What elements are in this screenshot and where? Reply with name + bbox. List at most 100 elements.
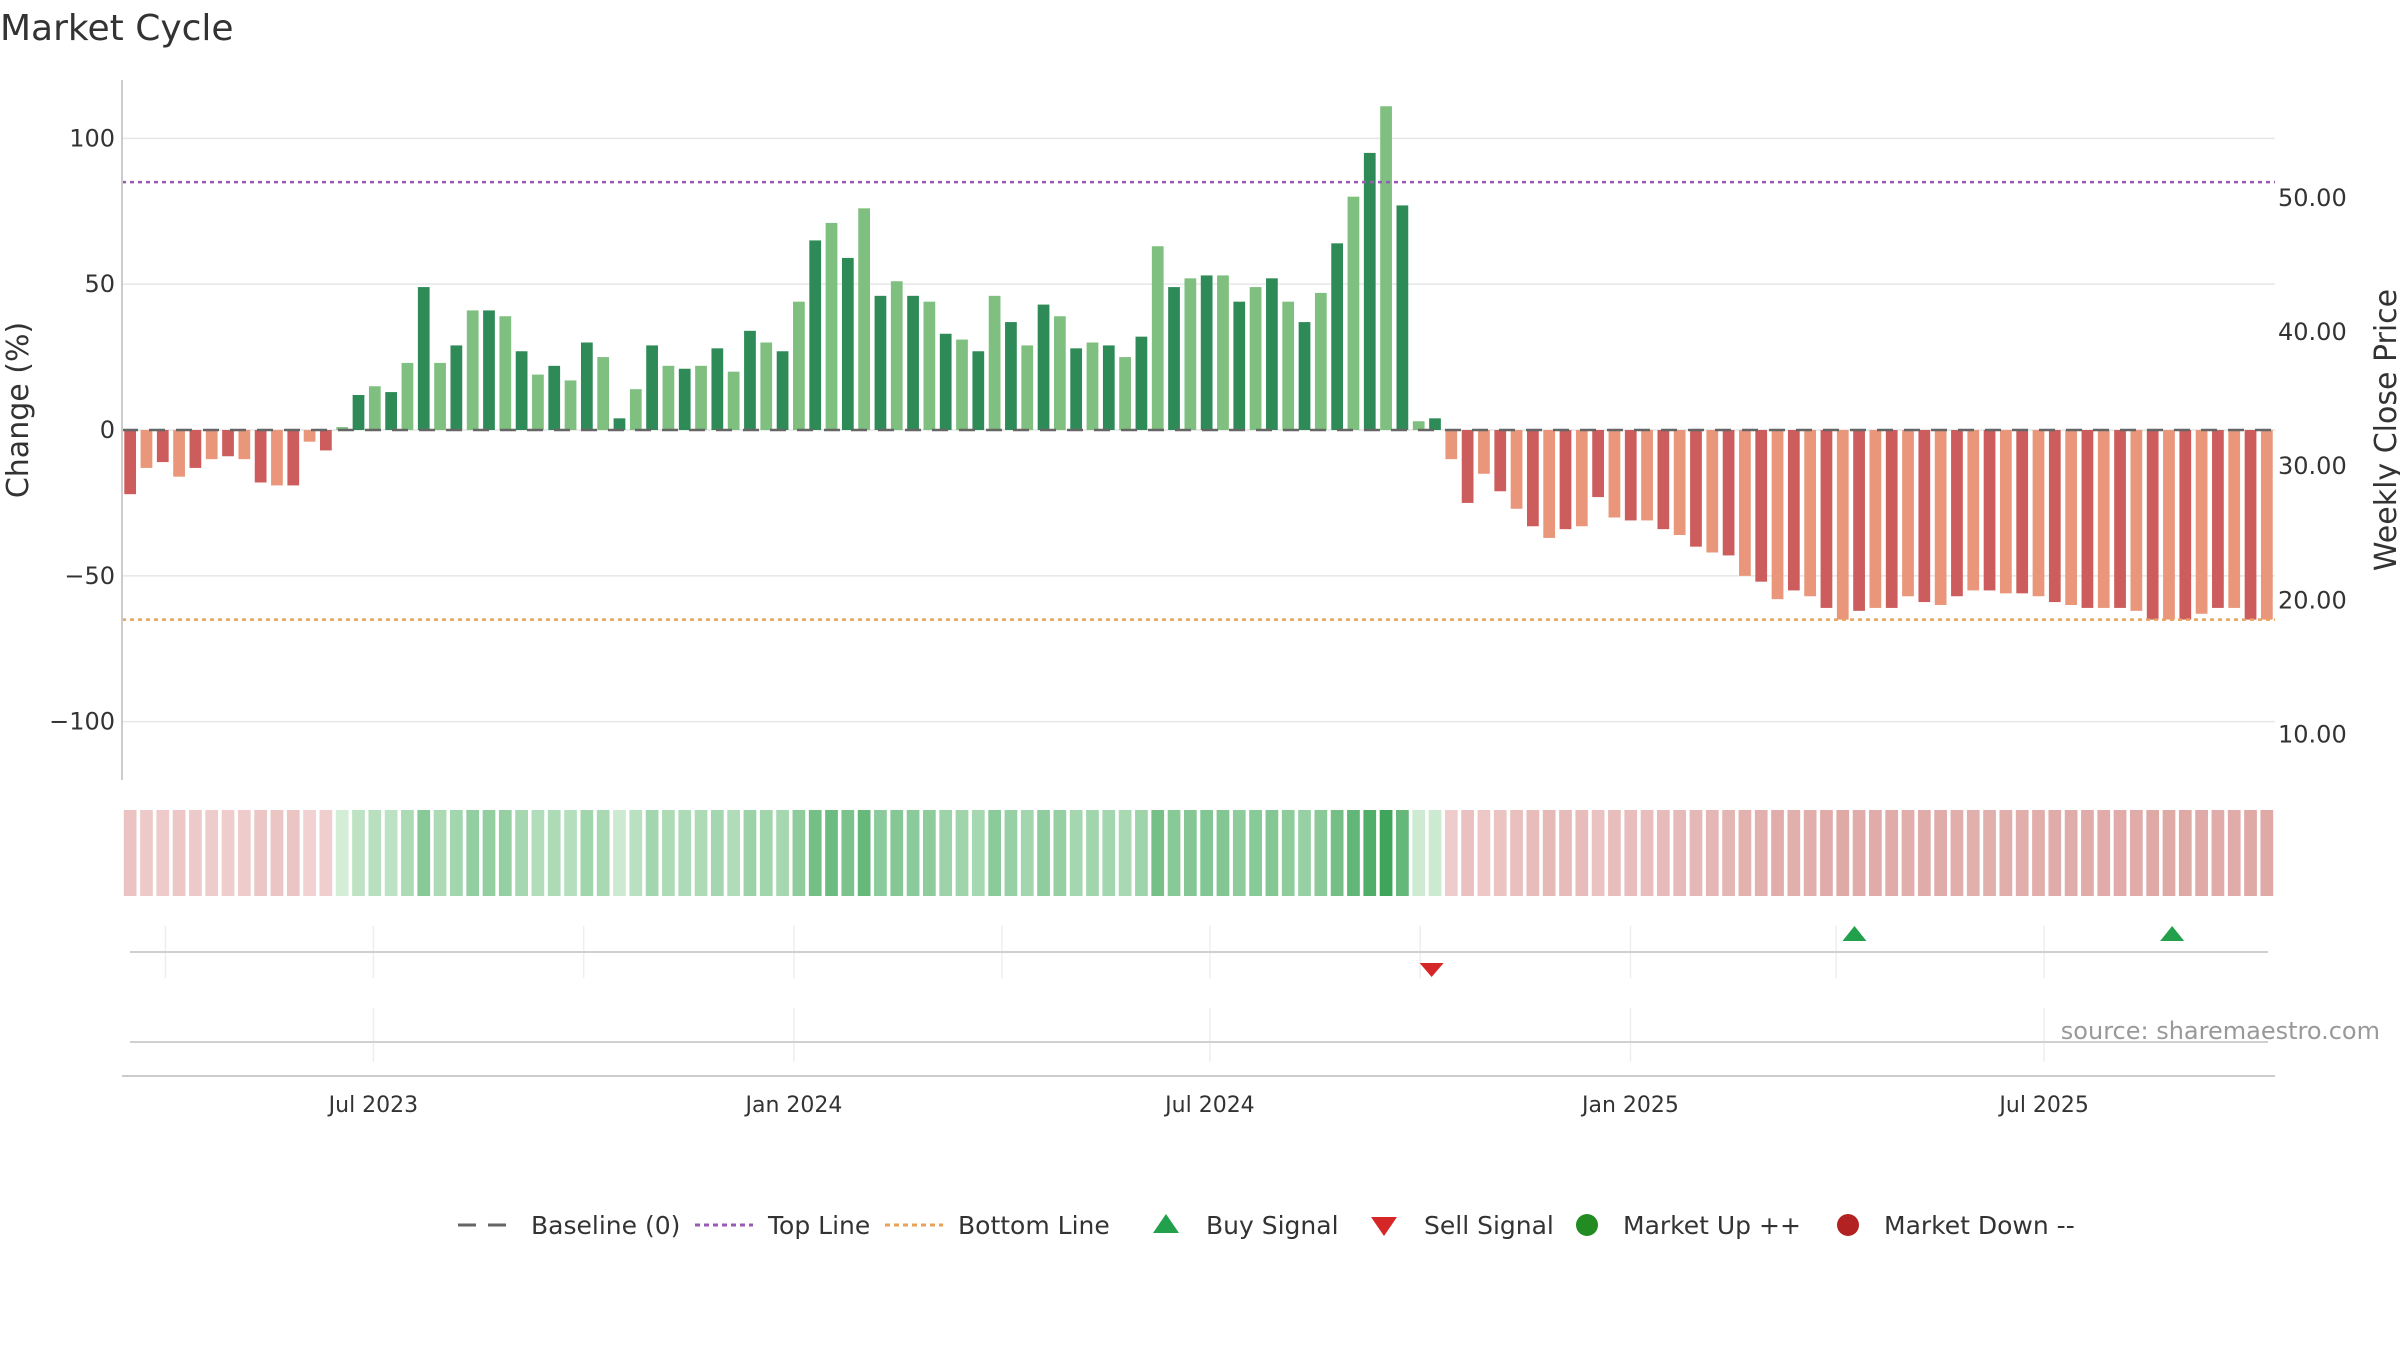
bar [1951, 430, 1963, 597]
heat-cell [1298, 810, 1311, 896]
bar [434, 362, 446, 430]
bar [564, 380, 577, 430]
heat-cell [1086, 810, 1099, 896]
sell-signal-marker [1419, 963, 1444, 977]
y2-tick-label: 20.00 [2278, 586, 2347, 614]
bar [695, 365, 707, 430]
legend-item: Top Line [695, 1211, 870, 1240]
legend-buy-icon [1153, 1214, 1179, 1233]
bar [1070, 348, 1083, 430]
heat-cell [776, 810, 789, 896]
legend-item: Buy Signal [1153, 1211, 1339, 1240]
legend-label: Bottom Line [958, 1211, 1110, 1240]
bar [320, 430, 332, 451]
bar [2081, 430, 2094, 608]
bar [1266, 278, 1278, 430]
heat-cell [1004, 810, 1018, 896]
bar [189, 430, 202, 468]
heat-cell [2081, 810, 2094, 896]
bottom-panel: Jul 2023 Jan 2024 Jul 2024 Jan 2025 Jul 2025 [122, 1008, 2275, 1118]
bar [2065, 430, 2077, 605]
bar [1102, 345, 1115, 430]
heat-cell [1200, 810, 1214, 896]
bar [1657, 430, 1670, 530]
x-tick-label: Jul 2024 [1163, 1093, 1255, 1118]
heat-cell [1803, 810, 1817, 896]
heat-cell [286, 810, 300, 896]
heat-cell [482, 810, 496, 896]
heat-cell [189, 810, 202, 896]
legend-label: Buy Signal [1206, 1211, 1339, 1240]
bar [1021, 345, 1034, 430]
bar [1347, 196, 1360, 430]
bar [662, 365, 675, 430]
heat-cell [1053, 810, 1067, 896]
legend-label: Market Down -- [1884, 1211, 2075, 1240]
legend-item: Market Down -- [1837, 1211, 2075, 1240]
heat-cell [710, 810, 724, 896]
heat-cell [808, 810, 822, 896]
bar [1836, 430, 1849, 620]
bar [1314, 292, 1327, 430]
bar [287, 430, 300, 486]
bar [401, 362, 414, 430]
heat-cell [1216, 810, 1230, 896]
heat-cell [547, 810, 561, 896]
heat-cell [140, 810, 153, 896]
bar [2163, 430, 2175, 620]
legend-label: Baseline (0) [531, 1211, 680, 1240]
heat-cell [319, 810, 333, 896]
bar [1429, 418, 1441, 430]
heat-cell [1966, 810, 1980, 896]
bar [254, 430, 267, 483]
bar [2000, 430, 2012, 594]
legend-item: Bottom Line [885, 1211, 1110, 1240]
bar [678, 368, 691, 430]
bar [238, 430, 251, 460]
heat-cell [1167, 810, 1181, 896]
heat-cell [1281, 810, 1295, 896]
heat-cell [2097, 810, 2111, 896]
heat-cell [1135, 810, 1148, 896]
heat-cell [1461, 810, 1474, 896]
heat-cell [1428, 810, 1442, 896]
bar [483, 310, 495, 430]
bar [1380, 106, 1392, 430]
bar [385, 392, 397, 430]
heat-cell [2113, 810, 2127, 896]
bar [825, 222, 838, 430]
heat-cell [1705, 810, 1719, 896]
bar [1200, 275, 1213, 430]
bar [1804, 430, 1817, 597]
bar [2179, 430, 2192, 620]
heat-cell [384, 810, 398, 896]
bar [2244, 430, 2257, 620]
y2-tick-label: 30.00 [2278, 452, 2347, 480]
heat-cell [303, 810, 316, 896]
legend-circle-icon [1576, 1214, 1598, 1236]
heat-cell [1640, 810, 1654, 896]
y2-tick-label: 40.00 [2278, 318, 2347, 346]
bar [1918, 430, 1931, 603]
heat-cell [596, 810, 610, 896]
bar [1053, 316, 1066, 430]
bar [972, 351, 985, 430]
heat-cell [254, 810, 268, 896]
bar [450, 345, 463, 430]
legend-label: Market Up ++ [1623, 1211, 1801, 1240]
bar [1005, 322, 1017, 430]
heat-cell [1493, 810, 1507, 896]
heat-cell [1183, 810, 1197, 896]
axes-layer: 100 50 0 −50 −100 50.00 40.00 30.00 20.00 10.00 Ch… [1, 80, 2400, 780]
heat-cell [1020, 810, 1034, 896]
heat-cell [1836, 810, 1850, 896]
heat-cell [1950, 810, 1964, 896]
heat-cell [2162, 810, 2176, 896]
heat-cell [955, 810, 969, 896]
bar [417, 287, 430, 430]
heat-cell [678, 810, 692, 896]
heat-cell [2260, 810, 2274, 896]
bar [1282, 301, 1295, 430]
heat-cell [759, 810, 773, 896]
